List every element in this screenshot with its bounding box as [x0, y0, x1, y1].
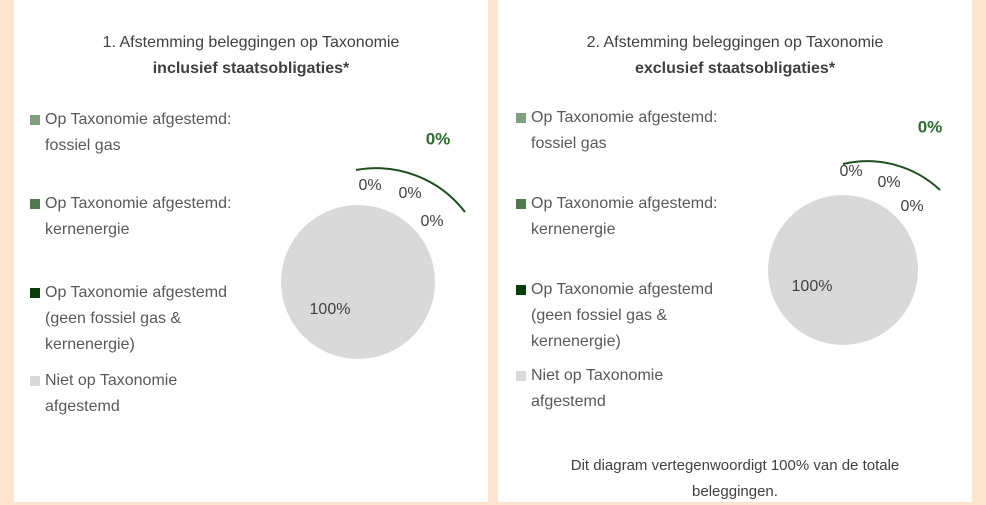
- legend-label: Op Taxonomie afgestemd (geen fossiel gas…: [45, 284, 228, 353]
- legend-label: Op Taxonomie afgestemd: kernenergie: [45, 195, 232, 238]
- pie-chart: 0%0%0%100%0%: [768, 117, 943, 345]
- chart-title: 2. Afstemming beleggingen op Taxonomie: [586, 34, 884, 51]
- data-label: 0%: [398, 185, 421, 202]
- annotation-arc: [355, 167, 466, 213]
- annotation-arc: [842, 160, 941, 191]
- chart-panel: 2. Afstemming beleggingen op Taxonomie ex…: [498, 0, 972, 502]
- data-label: 100%: [310, 301, 351, 318]
- pie-chart: 0% 0% 0% 100% 0%: [281, 129, 466, 359]
- legend-item: Op Taxonomie afgestemd (geen fossiel gas…: [30, 280, 245, 358]
- legend-swatch: [30, 288, 40, 298]
- legend-swatch: [516, 199, 526, 209]
- legend-label: Op Taxonomie afgestemd: kernenergie: [531, 195, 718, 238]
- legend-item: Op Taxonomie afgestemd: kernenergie: [516, 191, 731, 243]
- legend-swatch: [516, 285, 526, 295]
- note: Dit diagram vertegenwoordigt 100% van de…: [570, 457, 900, 500]
- legend-swatch: [30, 115, 40, 125]
- data-label: 0%: [877, 174, 900, 191]
- pie-slice: [768, 195, 918, 345]
- legend-item: Op Taxonomie afgestemd: kernenergie: [30, 191, 245, 243]
- chart-subtitle: exclusief staatsobligaties*: [634, 60, 836, 77]
- legend-item: Op Taxonomie afgestemd: fossiel gas: [30, 107, 245, 159]
- chart-panel: 1. Afstemming beleggingen op Taxonomie in…: [14, 0, 488, 502]
- legend-label: Op Taxonomie afgestemd (geen fossiel gas…: [531, 281, 714, 350]
- data-label: 100%: [792, 278, 833, 295]
- annotation: 0%: [426, 129, 451, 148]
- legend-label: Niet op Taxonomie afgestemd: [45, 372, 178, 415]
- annotation: 0%: [918, 117, 943, 136]
- data-label: 0%: [358, 177, 381, 194]
- legend-item: Niet op Taxonomie afgestemd: [30, 368, 245, 420]
- legend-swatch: [30, 199, 40, 209]
- chart-subtitle: inclusief staatsobligaties*: [152, 60, 350, 77]
- legend-label: Op Taxonomie afgestemd: fossiel gas: [531, 109, 718, 152]
- legend-swatch: [516, 371, 526, 381]
- legend-label: Niet op Taxonomie afgestemd: [531, 367, 664, 410]
- legend-swatch: [516, 113, 526, 123]
- legend-swatch: [30, 376, 40, 386]
- legend-item: Op Taxonomie afgestemd: fossiel gas: [516, 105, 731, 157]
- data-label: 0%: [420, 213, 443, 230]
- chart-title: 1. Afstemming beleggingen op Taxonomie: [102, 34, 400, 51]
- pie-slice: [281, 205, 435, 359]
- legend-item: Op Taxonomie afgestemd (geen fossiel gas…: [516, 277, 731, 355]
- data-label: 0%: [900, 198, 923, 215]
- data-label: 0%: [839, 163, 862, 180]
- legend-label: Op Taxonomie afgestemd: fossiel gas: [45, 111, 232, 154]
- legend-item: Niet op Taxonomie afgestemd: [516, 363, 731, 415]
